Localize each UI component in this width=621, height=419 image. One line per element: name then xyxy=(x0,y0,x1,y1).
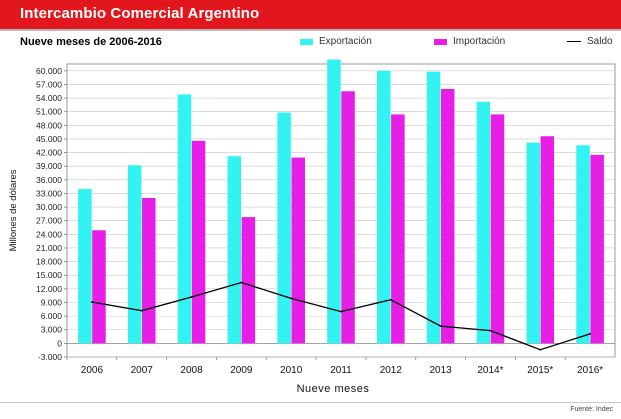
chart-subtitle: Nueve meses de 2006-2016 xyxy=(20,36,162,48)
x-tick-label: 2007 xyxy=(131,365,154,376)
y-tick-label: 51.000 xyxy=(36,107,62,117)
y-tick-label: 9.000 xyxy=(41,297,63,307)
page-title: Intercambio Comercial Argentino xyxy=(20,5,260,22)
bar-importacion xyxy=(490,114,505,344)
legend-swatch-saldo xyxy=(567,41,581,42)
legend-label-importacion: Importación xyxy=(453,36,506,47)
x-tick-label: 2013 xyxy=(430,365,453,376)
bar-exportacion xyxy=(277,112,291,344)
saldo-point xyxy=(589,332,591,335)
x-tick-label: 2015* xyxy=(527,365,553,376)
y-tick-label: 60.000 xyxy=(36,66,62,76)
y-tick-label: 0 xyxy=(57,338,62,348)
y-tick-label: 33.000 xyxy=(36,188,62,198)
y-tick-label: -3.000 xyxy=(38,352,62,362)
bar-importacion xyxy=(440,88,455,344)
x-tick-label: 2008 xyxy=(180,365,203,376)
y-tick-label: 6.000 xyxy=(41,311,63,321)
bar-importacion xyxy=(540,136,555,344)
bar-exportacion xyxy=(526,142,540,344)
saldo-point xyxy=(91,301,93,303)
legend-swatch-exportacion xyxy=(300,38,313,45)
y-tick-label: 45.000 xyxy=(36,134,62,144)
bar-exportacion xyxy=(227,156,242,344)
y-tick-label: 39.000 xyxy=(36,161,62,171)
source-credit: Fuente: Indec xyxy=(570,406,613,413)
saldo-point xyxy=(190,296,193,298)
bar-exportacion xyxy=(127,165,142,344)
saldo-point xyxy=(439,325,442,328)
legend-item-importacion: Importación xyxy=(434,36,505,47)
x-tick-label: 2011 xyxy=(330,365,352,376)
bar-exportacion xyxy=(327,59,341,344)
y-tick-label: 24.000 xyxy=(36,229,62,239)
bar-exportacion xyxy=(177,94,192,344)
bar-importacion xyxy=(191,140,206,344)
legend-item-saldo: Saldo xyxy=(567,36,613,47)
saldo-point xyxy=(290,297,293,300)
saldo-point xyxy=(539,348,542,351)
x-tick-label: 2006 xyxy=(81,365,104,376)
y-tick-label: 27.000 xyxy=(36,216,62,226)
y-tick-label: 12.000 xyxy=(36,284,62,294)
x-axis-title: Nueve meses xyxy=(297,383,370,395)
bar-importacion xyxy=(142,198,156,344)
y-tick-label: 48.000 xyxy=(36,120,62,130)
bar-importacion xyxy=(291,157,305,344)
x-tick-label: 2009 xyxy=(230,365,253,376)
y-tick-label: 54.000 xyxy=(36,93,62,103)
y-tick-label: 3.000 xyxy=(41,325,63,335)
bar-importacion xyxy=(341,91,355,344)
saldo-point xyxy=(140,309,143,312)
bar-exportacion xyxy=(476,101,491,344)
legend-swatch-importacion xyxy=(434,38,447,45)
y-tick-label: 42.000 xyxy=(36,148,62,158)
bar-exportacion xyxy=(576,145,590,344)
footer-divider xyxy=(0,402,621,403)
bar-exportacion xyxy=(377,70,391,344)
bar-importacion xyxy=(391,114,405,344)
x-tick-label: 2012 xyxy=(380,365,403,376)
y-tick-label: 57.000 xyxy=(36,79,62,89)
saldo-point xyxy=(489,329,492,332)
saldo-point xyxy=(340,310,342,313)
y-tick-label: 18.000 xyxy=(36,257,62,267)
bar-importacion xyxy=(590,154,604,344)
x-tick-label: 2016* xyxy=(577,365,603,376)
saldo-point xyxy=(240,281,243,284)
bar-importacion xyxy=(241,217,256,344)
y-tick-label: 15.000 xyxy=(36,270,62,280)
y-tick-label: 36.000 xyxy=(36,175,62,185)
bar-exportacion xyxy=(426,71,441,344)
x-tick-label: 2014* xyxy=(477,365,503,376)
x-tick-label: 2010 xyxy=(280,365,303,376)
bar-importacion xyxy=(92,230,106,344)
bar-exportacion xyxy=(78,188,92,344)
saldo-point xyxy=(389,298,392,301)
legend-item-exportacion: Exportación xyxy=(300,36,372,47)
title-bar: Intercambio Comercial Argentino xyxy=(0,0,621,31)
y-tick-label: 21.000 xyxy=(36,243,62,253)
y-axis-title: Millones de dólares xyxy=(8,169,19,251)
legend-label-exportacion: Exportación xyxy=(319,36,372,47)
legend-label-saldo: Saldo xyxy=(587,36,613,47)
y-tick-label: 30.000 xyxy=(36,202,62,212)
